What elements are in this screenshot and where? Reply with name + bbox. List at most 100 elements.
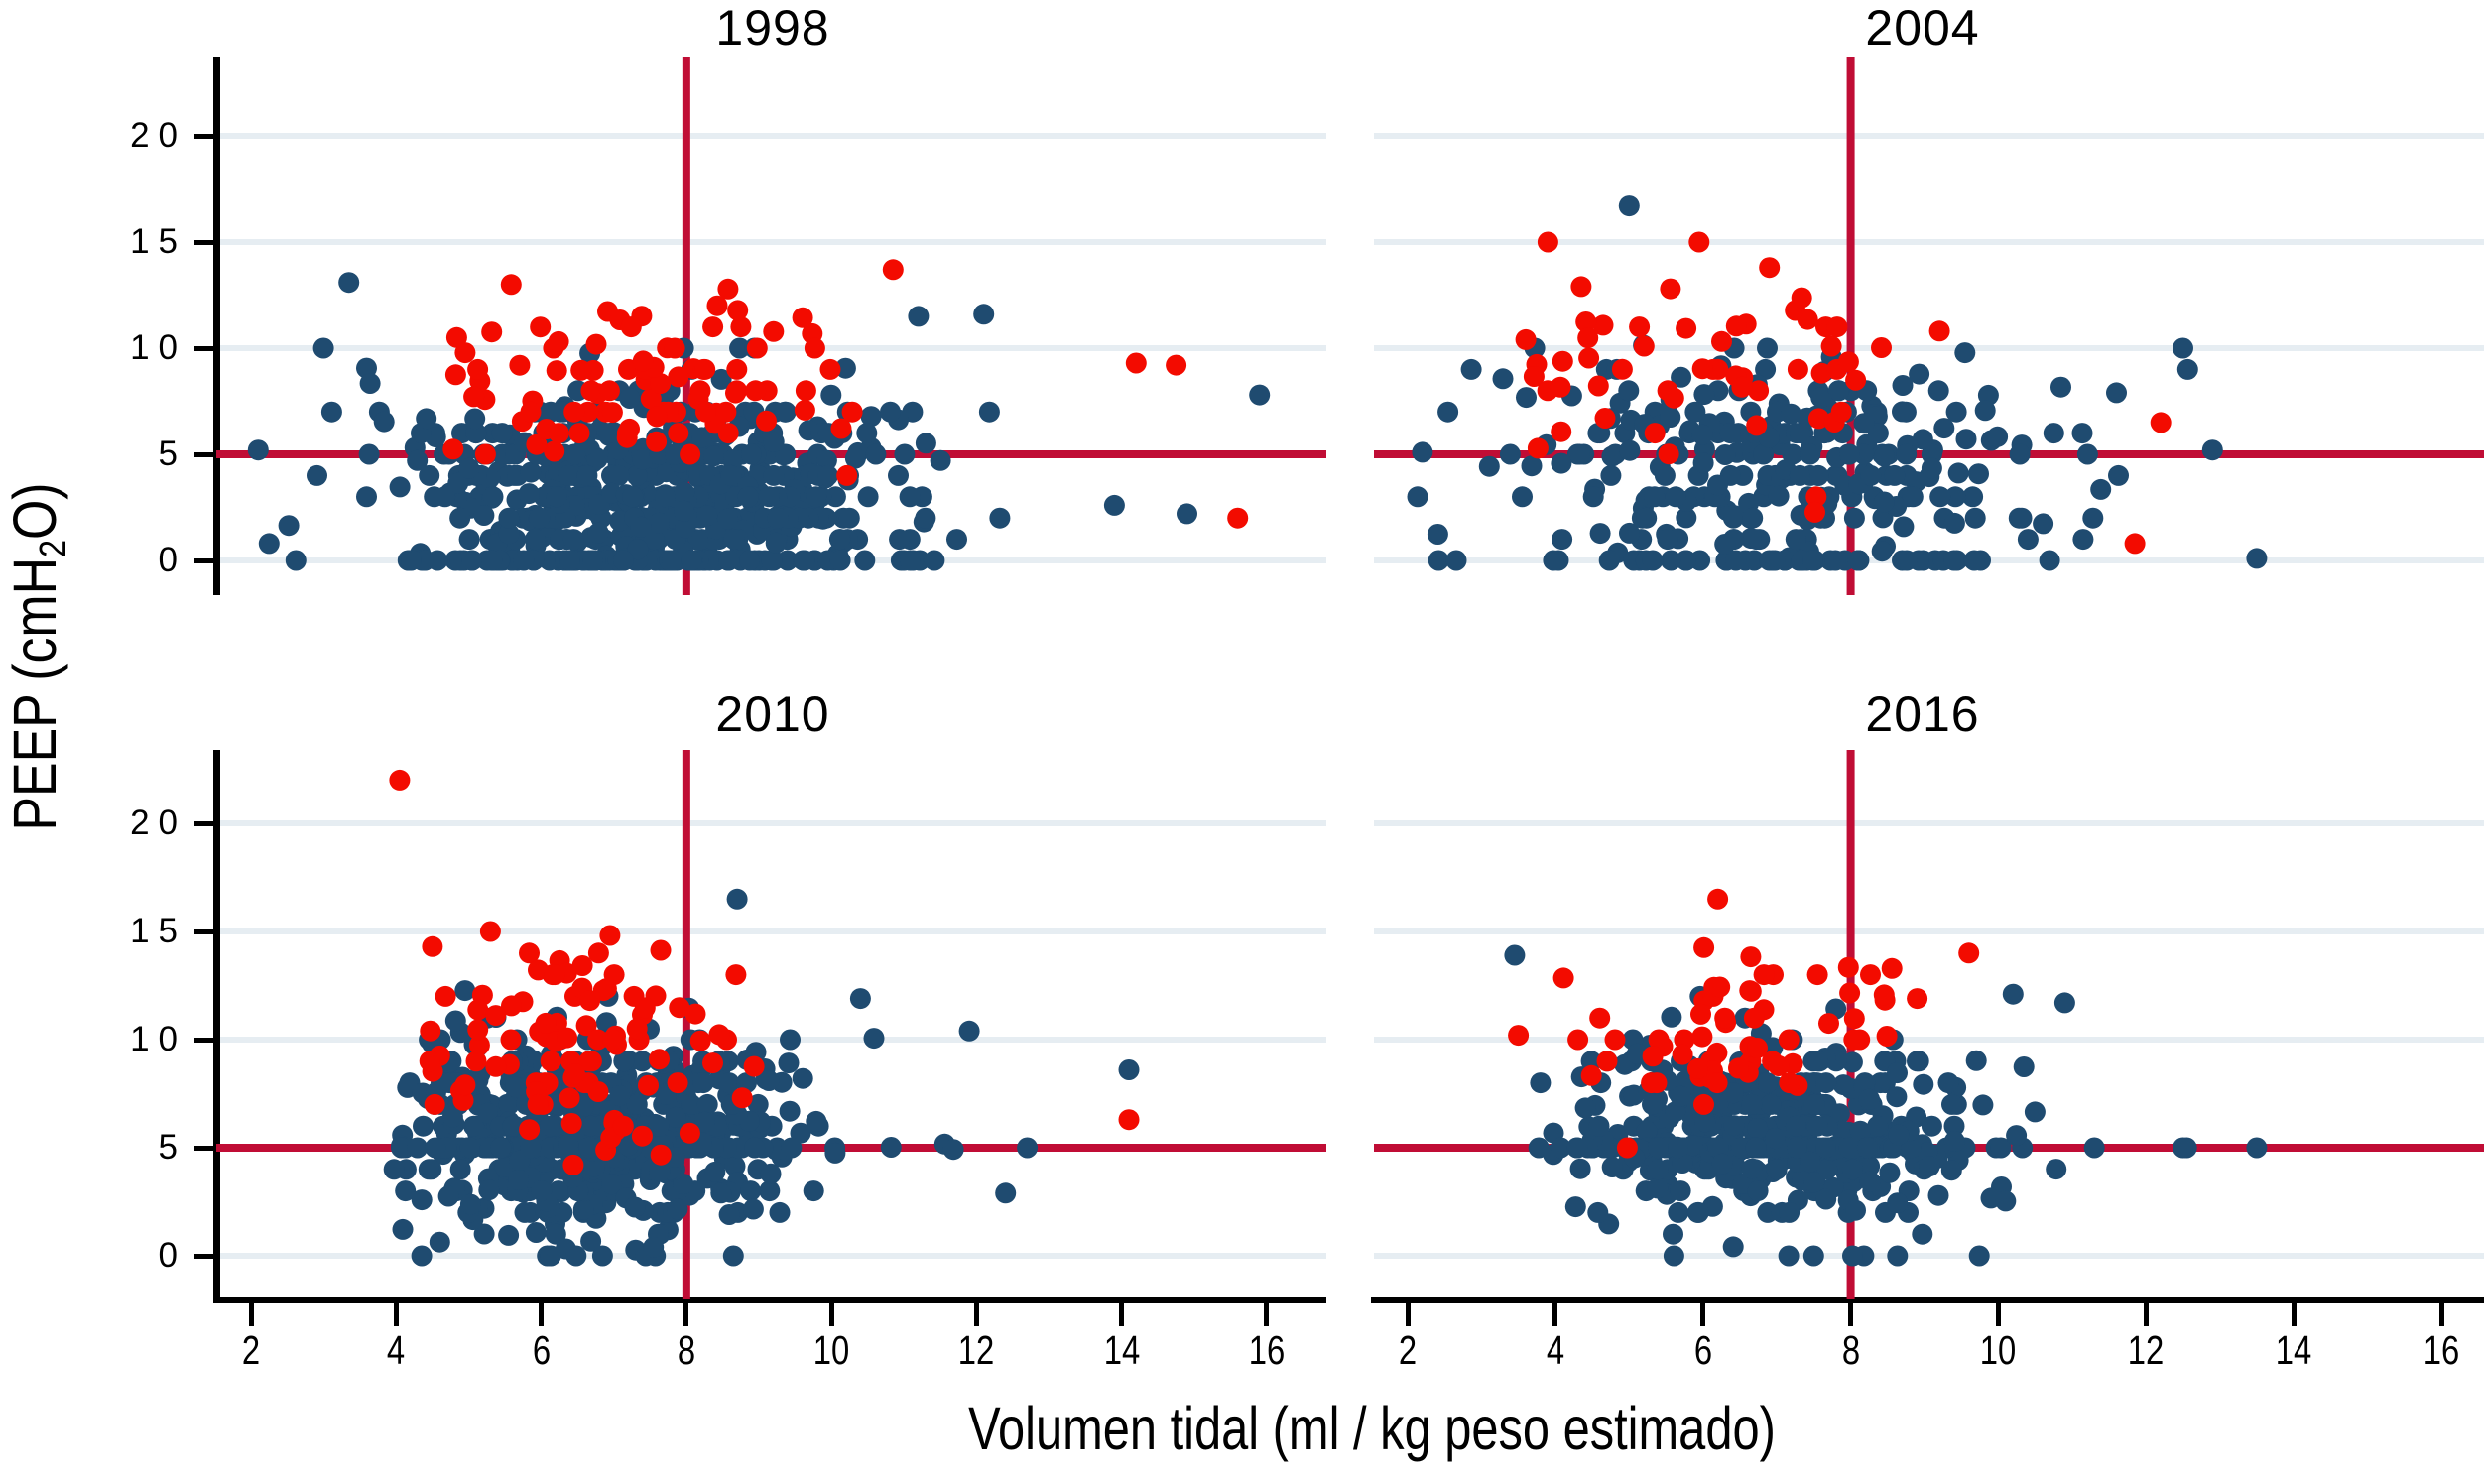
data-point-primary	[502, 1115, 524, 1137]
data-point-primary	[649, 1161, 671, 1182]
data-point-primary	[1543, 550, 1564, 571]
data-point-primary	[1636, 507, 1658, 529]
data-point-primary	[834, 357, 856, 379]
data-point-primary	[777, 550, 799, 571]
data-point-primary	[425, 1137, 446, 1159]
y-tick-label: 0	[158, 1236, 186, 1275]
data-point-highlight	[419, 1051, 440, 1072]
data-point-highlight	[1714, 1007, 1736, 1029]
data-point-highlight	[684, 1003, 706, 1025]
data-point-primary	[1824, 550, 1846, 571]
data-point-primary	[958, 1020, 980, 1042]
data-point-highlight	[763, 320, 785, 342]
data-point-primary	[359, 373, 381, 394]
data-point-primary	[989, 507, 1011, 529]
data-point-primary	[1714, 444, 1736, 465]
data-point-highlight	[579, 990, 601, 1012]
data-point-highlight	[1797, 309, 1818, 330]
reference-line-vertical	[682, 750, 690, 1299]
data-point-primary	[285, 550, 307, 571]
data-point-primary	[915, 507, 936, 529]
data-point-primary	[1873, 491, 1895, 513]
data-point-primary	[794, 550, 815, 571]
data-point-highlight	[1747, 1038, 1768, 1058]
data-point-primary	[726, 888, 748, 910]
data-point-primary	[416, 408, 437, 430]
data-point-primary	[824, 486, 846, 508]
data-point-primary	[598, 423, 620, 444]
data-point-primary	[1707, 474, 1728, 496]
data-point-primary	[482, 486, 504, 508]
data-point-primary	[729, 337, 751, 359]
data-point-highlight	[715, 401, 737, 423]
y-tick-mark	[194, 820, 216, 826]
data-point-highlight	[756, 410, 777, 432]
data-point-primary	[612, 550, 634, 571]
y-axis-line	[212, 57, 220, 595]
data-point-highlight	[580, 380, 602, 402]
data-point-primary	[1552, 529, 1573, 551]
data-point-primary	[1660, 550, 1681, 571]
data-point-primary	[778, 1052, 800, 1074]
x-tick-label: 16	[1248, 1327, 1286, 1373]
data-point-highlight	[743, 1055, 765, 1077]
data-point-highlight	[649, 1049, 670, 1070]
data-point-primary	[464, 408, 486, 430]
data-point-primary	[1619, 522, 1640, 544]
data-point-primary	[1760, 1093, 1782, 1115]
data-point-primary	[1968, 1245, 1990, 1267]
data-point-primary	[444, 1010, 466, 1032]
data-point-primary	[763, 464, 785, 486]
data-point-primary	[1962, 486, 1984, 508]
data-point-primary	[401, 550, 422, 571]
data-point-primary	[643, 1236, 665, 1258]
data-point-highlight	[500, 274, 522, 296]
data-point-highlight	[1958, 942, 1980, 964]
data-point-highlight	[467, 358, 489, 380]
data-point-primary	[1867, 1115, 1889, 1137]
data-point-primary	[1900, 1137, 1922, 1159]
y-axis-line	[212, 750, 220, 1303]
data-point-highlight	[1515, 328, 1537, 350]
data-point-primary	[626, 464, 648, 486]
data-point-highlight	[726, 358, 748, 380]
data-point-highlight	[626, 1018, 648, 1040]
data-point-primary	[1407, 486, 1428, 508]
data-point-primary	[2009, 443, 2031, 465]
data-point-highlight	[559, 1087, 580, 1109]
data-point-highlight	[1806, 964, 1828, 986]
data-point-primary	[1670, 1180, 1691, 1202]
data-point-primary	[860, 406, 882, 428]
data-point-primary	[1478, 455, 1500, 477]
data-point-primary	[1853, 443, 1875, 465]
data-point-highlight	[1871, 337, 1892, 358]
data-point-highlight	[528, 959, 549, 981]
data-point-primary	[1118, 1059, 1140, 1080]
data-point-primary	[580, 1230, 602, 1252]
data-point-primary	[356, 486, 377, 508]
data-point-highlight	[794, 399, 815, 421]
data-point-primary	[373, 411, 395, 433]
data-point-primary	[1671, 366, 1692, 388]
data-point-highlight	[1691, 358, 1713, 380]
data-point-primary	[704, 1161, 726, 1182]
data-point-primary	[1893, 516, 1915, 538]
x-tick-label: 2	[1398, 1327, 1418, 1373]
data-point-primary	[908, 306, 930, 327]
data-point-primary	[307, 464, 327, 486]
data-point-primary	[601, 1174, 623, 1195]
data-point-primary	[710, 1182, 732, 1204]
data-point-highlight	[500, 1029, 522, 1051]
data-point-primary	[632, 1051, 653, 1072]
gridline-y0	[1374, 1253, 2484, 1259]
data-point-highlight	[695, 401, 716, 423]
x-tick-label: 2	[241, 1327, 261, 1373]
data-point-primary	[626, 1093, 648, 1115]
data-point-highlight	[1691, 1026, 1713, 1048]
data-point-primary	[2201, 439, 2223, 461]
data-point-primary	[829, 529, 851, 551]
data-point-primary	[498, 1093, 520, 1115]
data-point-primary	[674, 481, 695, 503]
data-point-primary	[1927, 1184, 1949, 1206]
data-point-highlight	[544, 440, 565, 462]
